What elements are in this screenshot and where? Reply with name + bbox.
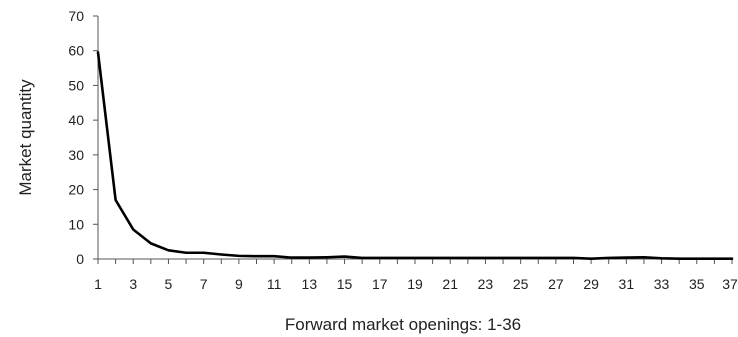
y-tick-label: 20: [68, 182, 84, 198]
y-tick-label: 50: [68, 77, 84, 93]
x-tick-label: 33: [654, 276, 670, 292]
x-tick-label: 37: [722, 276, 738, 292]
x-tick-label: 11: [267, 276, 282, 292]
x-tick-label: 25: [513, 276, 529, 292]
x-tick-label: 19: [407, 276, 423, 292]
x-tick-label: 31: [619, 276, 635, 292]
x-tick-label: 35: [689, 276, 705, 292]
x-tick-label: 21: [442, 276, 458, 292]
y-axis-title: Market quantity: [16, 79, 35, 196]
y-tick-label: 60: [68, 43, 84, 59]
x-tick-label: 5: [165, 276, 173, 292]
x-tick-label: 7: [200, 276, 208, 292]
x-tick-label: 29: [583, 276, 599, 292]
y-tick-labels: 0 10 20 30 40 50 60 70: [68, 8, 84, 267]
y-tick-label: 30: [68, 147, 84, 163]
y-tick-label: 0: [76, 251, 84, 267]
x-tick-label: 3: [129, 276, 137, 292]
y-ticks: [93, 15, 98, 260]
x-axis-title: Forward market openings: 1-36: [285, 315, 521, 334]
x-tick-label: 13: [302, 276, 318, 292]
x-ticks: [97, 259, 733, 264]
x-tick-label: 1: [94, 276, 102, 292]
x-tick-label: 15: [337, 276, 353, 292]
x-tick-label: 27: [548, 276, 564, 292]
series-line: [96, 51, 734, 260]
y-tick-label: 40: [68, 112, 84, 128]
y-tick-label: 70: [68, 8, 84, 24]
x-tick-label: 9: [235, 276, 243, 292]
y-tick-label: 10: [68, 216, 84, 232]
x-tick-label: 17: [372, 276, 388, 292]
x-tick-label: 23: [478, 276, 494, 292]
x-tick-labels: 1 3 5 7 9 11 13 15 17 19 21 23 25 27 29 31 33 35 37: [94, 276, 738, 292]
